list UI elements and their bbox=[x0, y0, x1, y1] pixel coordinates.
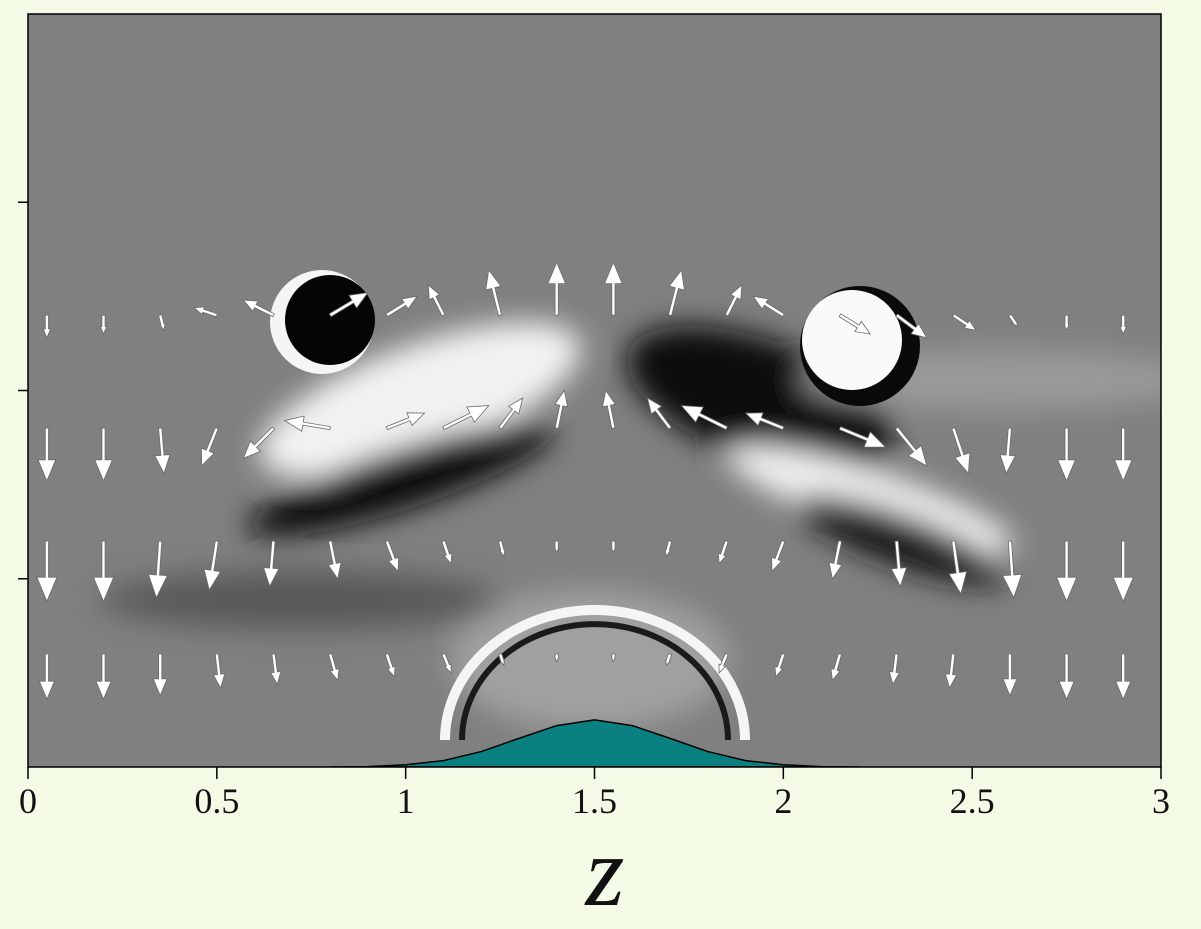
x-tick-label: 0 bbox=[19, 781, 37, 821]
x-tick-label: 1.5 bbox=[572, 781, 617, 821]
x-tick-label: 2 bbox=[774, 781, 792, 821]
page: z 00.511.522.53 (() => { const data = JS… bbox=[0, 0, 1201, 929]
chart: z 0 0.5 1 1.5 2 2.5 3 bbox=[0, 0, 1201, 929]
x-tick-label: 2.5 bbox=[950, 781, 995, 821]
x-tick-label: 1 bbox=[397, 781, 415, 821]
x-tick-label: 3 bbox=[1152, 781, 1170, 821]
x-tick-label: 0.5 bbox=[194, 781, 239, 821]
x-axis-label: z bbox=[584, 816, 625, 927]
